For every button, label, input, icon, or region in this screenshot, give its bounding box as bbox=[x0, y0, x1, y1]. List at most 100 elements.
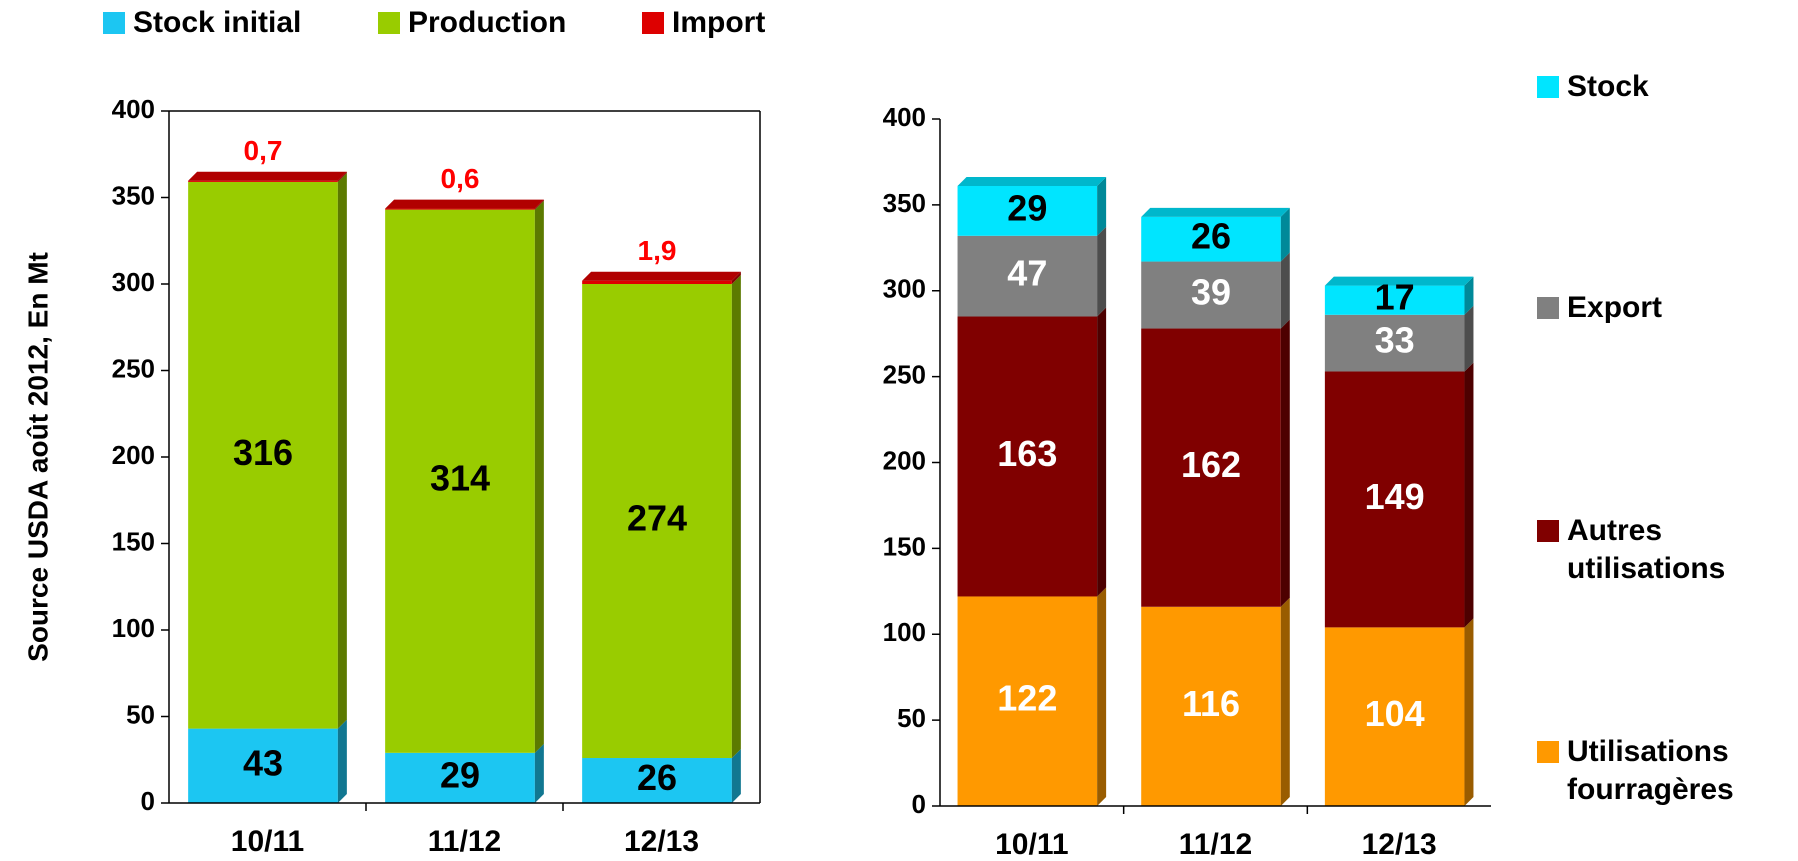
bar-top bbox=[385, 199, 544, 209]
y-tick-label: 50 bbox=[126, 699, 155, 729]
bar-side bbox=[1464, 305, 1474, 372]
data-label: 122 bbox=[997, 678, 1057, 719]
legend-swatch bbox=[1537, 520, 1559, 542]
legend-label: Export bbox=[1567, 291, 1663, 324]
bar-side bbox=[1097, 587, 1107, 806]
bar-side bbox=[1280, 252, 1290, 329]
bar-side bbox=[337, 719, 347, 803]
data-label: 274 bbox=[627, 498, 687, 539]
data-label: 29 bbox=[1007, 187, 1047, 228]
data-label: 29 bbox=[440, 754, 480, 795]
bar-segment bbox=[582, 758, 732, 803]
legend-item: Production bbox=[378, 4, 566, 42]
bar-top bbox=[957, 176, 1107, 186]
bar-segment bbox=[385, 752, 535, 803]
bar-segment bbox=[1141, 606, 1281, 806]
y-tick-label: 0 bbox=[912, 789, 926, 819]
legend-swatch bbox=[103, 12, 125, 34]
bar-segment bbox=[957, 316, 1098, 597]
bar-side bbox=[534, 743, 544, 803]
bar-segment bbox=[957, 185, 1098, 236]
y-tick-label: 400 bbox=[883, 102, 926, 132]
bar-side bbox=[1464, 362, 1474, 628]
bar-side bbox=[731, 749, 741, 803]
legend-label: Import bbox=[672, 6, 766, 39]
data-label: 316 bbox=[233, 432, 293, 473]
legend-item: Export bbox=[1537, 289, 1777, 327]
legend-label: Utilisations fourragères bbox=[1567, 735, 1734, 806]
legend-swatch bbox=[1537, 741, 1559, 763]
legend-swatch bbox=[642, 12, 664, 34]
y-tick-label: 300 bbox=[112, 267, 155, 297]
y-tick-label: 150 bbox=[112, 526, 155, 556]
legend-label: Autres utilisations bbox=[1567, 514, 1726, 585]
bar-side bbox=[731, 275, 741, 759]
bar-segment bbox=[582, 280, 732, 284]
bar-top bbox=[188, 171, 347, 181]
bar-segment bbox=[188, 181, 338, 729]
bar-side bbox=[1280, 319, 1290, 607]
bar-segment bbox=[582, 284, 732, 759]
bar-top bbox=[1141, 207, 1290, 217]
bar-segment bbox=[1324, 627, 1465, 806]
y-tick-label: 0 bbox=[141, 786, 155, 816]
data-label: 162 bbox=[1181, 444, 1241, 485]
y-tick-label: 200 bbox=[883, 445, 926, 475]
x-tick-label: 12/13 bbox=[1362, 828, 1437, 861]
x-tick-label: 11/12 bbox=[428, 825, 501, 858]
data-label: 149 bbox=[1365, 476, 1425, 517]
y-tick-label: 400 bbox=[112, 94, 155, 124]
data-label: 1,9 bbox=[638, 235, 677, 266]
bar-segment bbox=[957, 235, 1098, 317]
bar-segment bbox=[1141, 328, 1281, 607]
data-label: 33 bbox=[1375, 320, 1415, 361]
x-tick-label: 10/11 bbox=[231, 825, 304, 858]
bar-segment bbox=[1141, 261, 1281, 329]
bar-side bbox=[1097, 307, 1107, 597]
bar-segment bbox=[188, 728, 338, 803]
data-label: 26 bbox=[637, 757, 677, 798]
bar-segment bbox=[385, 208, 535, 210]
bar-side bbox=[1464, 618, 1474, 806]
data-label: 26 bbox=[1191, 216, 1231, 257]
data-label: 39 bbox=[1191, 272, 1231, 313]
y-tick-label: 150 bbox=[883, 531, 926, 561]
data-label: 17 bbox=[1375, 277, 1415, 318]
bar-segment bbox=[385, 209, 535, 753]
legend-item: Autres utilisations bbox=[1537, 512, 1777, 588]
bar-side bbox=[337, 171, 347, 182]
bar-segment bbox=[1141, 216, 1281, 262]
y-tick-label: 200 bbox=[112, 440, 155, 470]
legend-item: Stock initial bbox=[103, 4, 301, 42]
x-tick-label: 10/11 bbox=[995, 828, 1068, 861]
y-tick-label: 300 bbox=[883, 274, 926, 304]
bar-side bbox=[1097, 176, 1107, 236]
legend-label: Stock initial bbox=[133, 6, 302, 39]
bar-segment bbox=[1324, 285, 1465, 315]
bar-side bbox=[337, 172, 347, 729]
data-label: 314 bbox=[430, 458, 490, 499]
data-label: 47 bbox=[1007, 253, 1047, 294]
bar-top bbox=[1324, 276, 1474, 286]
bar-segment bbox=[1324, 314, 1465, 372]
y-tick-label: 250 bbox=[112, 353, 155, 383]
legend-swatch bbox=[1537, 297, 1559, 319]
bar-segment bbox=[188, 180, 338, 182]
legend-swatch bbox=[378, 12, 400, 34]
legend-item: Utilisations fourragères bbox=[1537, 733, 1777, 809]
bar-side bbox=[534, 199, 544, 210]
bar-side bbox=[731, 271, 741, 284]
legend-swatch bbox=[1537, 76, 1559, 98]
data-label: 0,6 bbox=[441, 163, 480, 194]
y-tick-label: 350 bbox=[112, 180, 155, 210]
data-label: 0,7 bbox=[244, 135, 283, 166]
data-label: 43 bbox=[243, 742, 283, 783]
x-tick-label: 12/13 bbox=[624, 825, 699, 858]
bar-top bbox=[582, 271, 741, 281]
y-tick-label: 250 bbox=[883, 360, 926, 390]
data-label: 163 bbox=[997, 433, 1057, 474]
data-label: 116 bbox=[1182, 683, 1240, 724]
y-axis-label: Source USDA août 2012, En Mt bbox=[22, 252, 53, 662]
